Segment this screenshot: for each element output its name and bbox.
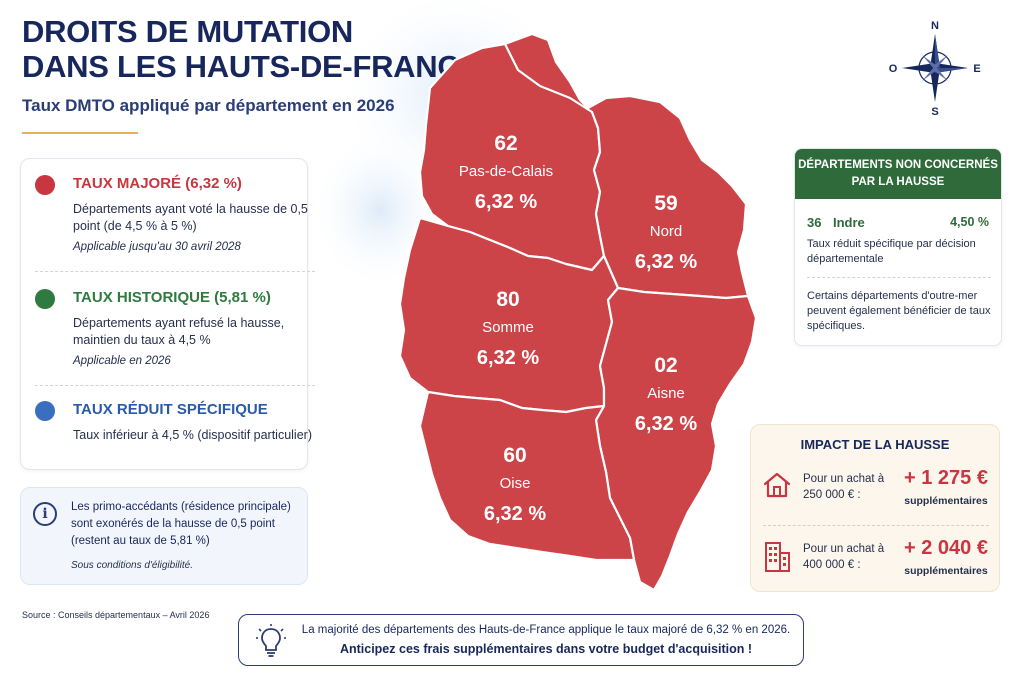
- banner-call-to-action: Anticipez ces frais supplémentaires dans…: [339, 642, 753, 656]
- impact-amount: + 1 275 €: [904, 467, 988, 489]
- lightbulb-icon: [256, 624, 286, 657]
- department-02-code: 02: [654, 354, 677, 377]
- legend-heading: TAUX HISTORIQUE (5,81 %): [73, 289, 271, 306]
- legend-note: Applicable en 2026: [73, 355, 171, 367]
- department-60-code: 60: [503, 444, 526, 467]
- legend-description: Départements ayant refusé la hausse, mai…: [73, 316, 285, 347]
- impact-extra: supplémentaires: [904, 495, 988, 507]
- primo-accedants-info-card: i Les primo-accédants (résidence princip…: [20, 487, 308, 585]
- legend-description: Départements ayant voté la hausse de 0,5…: [73, 202, 308, 233]
- department-02-rate: 6,32 %: [635, 413, 697, 435]
- banner-text: La majorité des départements des Hauts-d…: [301, 624, 791, 636]
- page-subtitle: Taux DMTO appliqué par département en 20…: [22, 96, 395, 115]
- non-concernes-header: DÉPARTEMENTS NON CONCERNÉS PAR LA HAUSSE: [795, 149, 1001, 199]
- impact-amount: + 2 040 €: [904, 537, 988, 559]
- info-icon: i: [33, 502, 57, 526]
- info-text: Les primo-accédants (résidence principal…: [71, 501, 291, 547]
- non-concernes-note: Certains départements d'outre-mer peuven…: [807, 290, 991, 332]
- building-icon: [765, 542, 790, 572]
- compass-rose-icon: N S E O: [889, 20, 981, 116]
- impact-extra: supplémentaires: [904, 565, 988, 577]
- impact-title: IMPACT DE LA HAUSSE: [800, 437, 950, 452]
- department-59-name: Nord: [650, 223, 683, 240]
- department-62-code: 62: [494, 132, 517, 155]
- department-60-name: Oise: [500, 475, 531, 492]
- impact-label: Pour un achat à 250 000 € :: [803, 473, 885, 501]
- non-concernes-rate: 4,50 %: [950, 215, 989, 229]
- department-60-shape[interactable]: [418, 390, 636, 562]
- title-line-1: DROITS DE MUTATION: [22, 14, 353, 49]
- page-title: DROITS DE MUTATION DANS LES HAUTS-DE-FRA…: [22, 14, 480, 84]
- department-02-name: Aisne: [647, 385, 685, 402]
- department-02-shape[interactable]: [594, 286, 758, 592]
- legend-description: Taux inférieur à 4,5 % (dispositif parti…: [73, 428, 312, 442]
- non-concernes-card: DÉPARTEMENTS NON CONCERNÉS PAR LA HAUSSE…: [794, 148, 1002, 346]
- impact-label: Pour un achat à 400 000 € :: [803, 543, 885, 571]
- conclusion-banner: La majorité des départements des Hauts-d…: [238, 614, 804, 666]
- impact-card: IMPACT DE LA HAUSSE Pour un achat à 250 …: [750, 424, 1000, 592]
- legend-dot-green: [35, 289, 55, 309]
- legend-heading: TAUX MAJORÉ (6,32 %): [73, 175, 242, 192]
- title-divider: [22, 132, 138, 134]
- legend-heading: TAUX RÉDUIT SPÉCIFIQUE: [73, 401, 268, 418]
- legend-divider: [35, 271, 315, 272]
- legend-card: TAUX MAJORÉ (6,32 %) Départements ayant …: [20, 158, 315, 470]
- compass-west: O: [889, 63, 898, 75]
- impact-divider: [763, 525, 989, 526]
- department-59-code: 59: [654, 192, 677, 215]
- non-concernes-description: Taux réduit spécifique par décision dépa…: [807, 238, 976, 265]
- department-62-rate: 6,32 %: [475, 191, 537, 213]
- house-icon: [763, 472, 791, 498]
- non-concernes-divider: [807, 277, 991, 278]
- legend-dot-red: [35, 175, 55, 195]
- compass-south: S: [931, 106, 938, 116]
- info-subtext: Sous conditions d'éligibilité.: [71, 560, 193, 571]
- department-80-name: Somme: [482, 319, 534, 336]
- department-80-rate: 6,32 %: [477, 347, 539, 369]
- source-note: Source : Conseils départementaux – Avril…: [22, 610, 210, 620]
- legend-divider: [35, 385, 315, 386]
- compass-north: N: [931, 20, 939, 32]
- compass-east: E: [973, 63, 980, 75]
- title-line-2: DANS LES HAUTS-DE-FRANCE: [22, 49, 480, 84]
- department-59-rate: 6,32 %: [635, 251, 697, 273]
- department-59-shape[interactable]: [503, 32, 750, 300]
- department-80-code: 80: [496, 288, 519, 311]
- legend-note: Applicable jusqu'au 30 avril 2028: [73, 241, 241, 253]
- department-60-rate: 6,32 %: [484, 503, 546, 525]
- non-concernes-name: Indre: [833, 215, 865, 230]
- department-62-name: Pas-de-Calais: [459, 163, 553, 180]
- non-concernes-code: 36: [807, 215, 822, 230]
- legend-dot-blue: [35, 401, 55, 421]
